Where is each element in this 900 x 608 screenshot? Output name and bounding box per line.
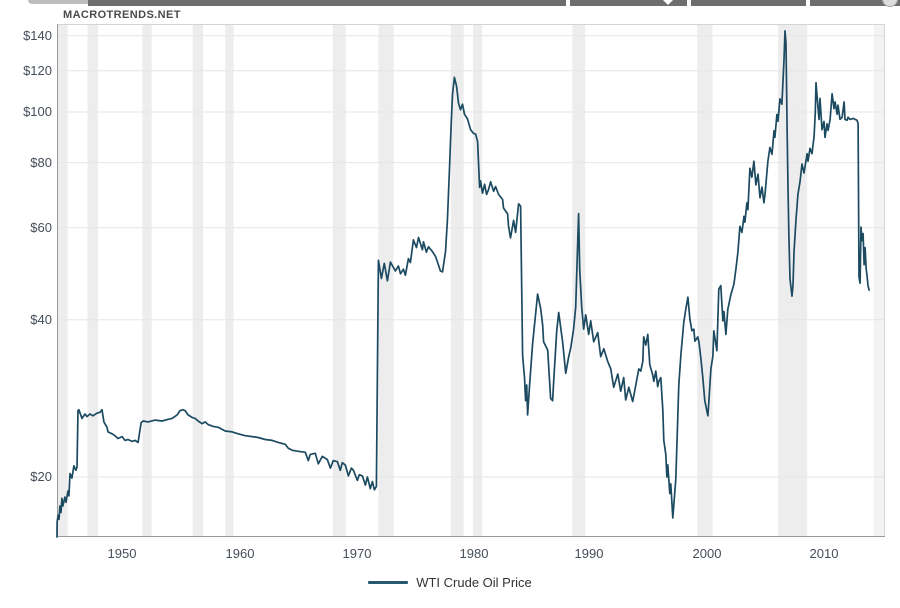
recession-band [473, 24, 483, 537]
legend-label: WTI Crude Oil Price [416, 575, 532, 590]
toolbar-segment[interactable] [691, 0, 806, 6]
y-tick-label: $40 [30, 312, 52, 327]
x-tick-label: 1950 [107, 546, 137, 561]
top-toolbar [0, 0, 900, 10]
x-tick-label: 1960 [225, 546, 255, 561]
chevron-down-icon [663, 0, 673, 5]
legend-line-swatch [368, 581, 409, 584]
recession-band [225, 24, 234, 537]
legend[interactable]: WTI Crude Oil Price [0, 575, 900, 590]
x-tick-label: 2000 [692, 546, 722, 561]
x-tick-label: 1980 [459, 546, 489, 561]
recession-band [697, 24, 713, 537]
recession-band [87, 24, 98, 537]
recession-band [192, 24, 204, 537]
recession-band [450, 24, 464, 537]
recession-band [378, 24, 394, 537]
price-line [56, 30, 870, 538]
recession-band [572, 24, 586, 537]
watermark: MACROTRENDS.NET [63, 9, 181, 21]
y-tick-label: $100 [23, 104, 52, 119]
toolbar-segment[interactable] [570, 0, 687, 6]
toolbar-segment[interactable] [810, 0, 900, 6]
y-tick-label: $120 [23, 63, 52, 78]
y-tick-label: $80 [30, 155, 52, 170]
x-tick-label: 1990 [574, 546, 604, 561]
toolbar-segment[interactable] [88, 0, 566, 6]
y-tick-label: $60 [30, 220, 52, 235]
x-tick-label: 1970 [342, 546, 372, 561]
recession-band [142, 24, 152, 537]
y-tick-label: $20 [30, 469, 52, 484]
toolbar-tab-remnant[interactable] [28, 0, 94, 4]
recession-band [332, 24, 346, 537]
x-tick-label: 2010 [809, 546, 839, 561]
recession-band [57, 24, 68, 537]
y-tick-label: $140 [23, 28, 52, 43]
edge-band [873, 24, 885, 537]
